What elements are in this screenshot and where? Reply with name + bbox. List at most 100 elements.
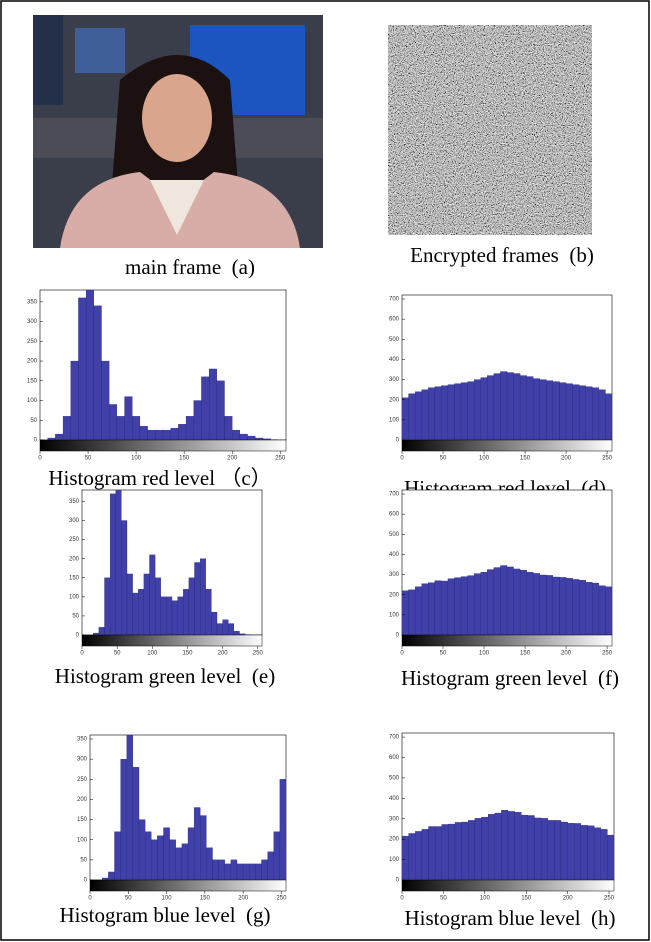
x-tick-label: 250 [253,651,264,657]
histogram: 0 100 200 300 400 500 600 700 0 50 100 150 200 250 His… [389,489,619,690]
y-tick-label: 600 [389,755,400,761]
caption: Histogram blue level (g) [59,903,270,927]
bar [138,819,146,880]
bar [216,623,223,635]
bar [585,386,593,440]
bar [224,416,233,440]
x-tick-label: 100 [147,651,158,657]
bar [261,859,268,880]
y-tick-label: 400 [389,796,400,802]
x-tick-label: 150 [182,651,193,657]
y-tick-label: 300 [389,377,400,383]
bar [448,823,456,880]
x-tick-label: 0 [400,651,404,657]
bar [574,823,582,880]
bar [181,843,189,880]
y-tick-label: 700 [389,492,400,498]
bar [526,572,534,635]
bar [447,384,455,440]
bars [93,490,251,635]
bar [114,831,121,880]
bar [70,360,79,440]
bar [216,380,225,440]
bar [539,379,547,440]
bar [593,827,601,880]
y-tick-label: 250 [27,339,38,345]
bar [428,582,435,635]
y-tick-label: 150 [77,817,88,823]
bar [160,596,167,635]
bar [132,416,141,440]
bar [554,820,562,880]
bar [155,429,164,440]
x-tick-label: 0 [88,896,92,902]
bar [200,815,207,880]
bars [102,735,286,880]
bar [144,831,152,880]
caption: Histogram blue level (h) [404,906,615,930]
bar [501,810,509,880]
bar [421,583,429,635]
bar [85,290,94,440]
bar [199,558,206,635]
colorbar [401,634,613,647]
bar [177,596,184,635]
y-tick-label: 500 [389,775,400,781]
bar [126,573,133,635]
bar [487,569,495,635]
bar [208,368,217,440]
y-tick-label: 0 [396,878,400,884]
bar [500,371,508,440]
y-tick-label: 0 [84,878,88,884]
y-tick-label: 100 [389,417,400,423]
colorbar [401,439,613,452]
x-tick-label: 50 [440,456,447,462]
bar [93,632,100,635]
bar [230,859,238,880]
histogram: 0 50 100 150 200 250 300 350 0 50 100 150 200 250 Hist… [55,489,275,688]
bar [232,429,241,440]
y-tick-label: 700 [389,735,400,741]
bar [185,416,194,440]
bar [249,863,256,880]
bar [434,580,442,635]
bar [474,379,481,440]
caption: main frame (a) [125,255,255,279]
x-tick-label: 100 [479,456,490,462]
x-tick-label: 250 [275,456,286,462]
bar [487,814,495,880]
x-tick-label: 250 [604,896,615,902]
y-tick-label: 150 [27,378,38,384]
x-tick-label: 250 [276,896,287,902]
bar [211,611,218,635]
bar [236,863,244,880]
bar [580,825,588,880]
y-tick-label: 400 [389,357,400,363]
x-tick-label: 150 [521,896,532,902]
bar [474,573,481,635]
bar [205,589,212,635]
bar [402,590,409,635]
bar [239,633,246,635]
bar [546,380,554,440]
x-tick-label: 100 [162,896,173,902]
x-tick-label: 50 [114,651,121,657]
bar [233,631,240,635]
bar [218,859,225,880]
bar [500,565,508,635]
bar [592,387,600,440]
bars [402,565,612,635]
bar [579,580,586,635]
bar [533,378,540,440]
y-tick-label: 200 [389,837,400,843]
encrypted-frame [388,25,592,235]
bar [598,585,606,635]
bar [598,389,606,440]
bar [600,829,608,880]
x-tick-label: 200 [561,651,572,657]
bar [55,433,64,440]
y-tick-label: 100 [27,398,38,404]
bar [559,382,567,440]
y-tick-label: 400 [389,552,400,558]
